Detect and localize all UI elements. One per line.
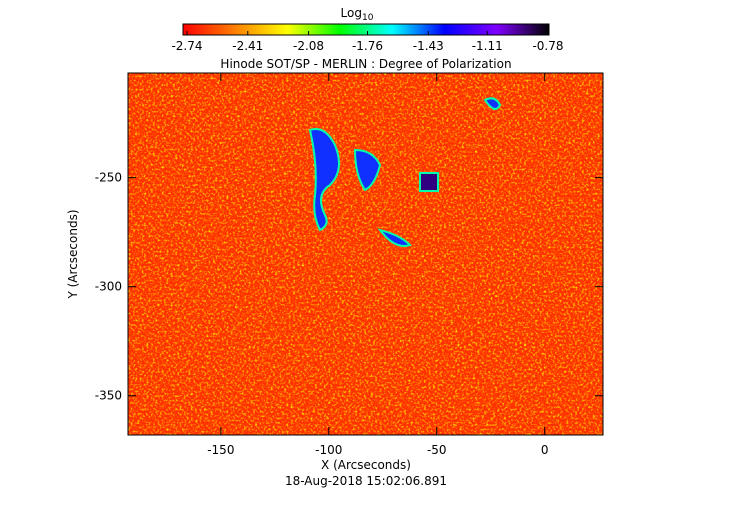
colorbar-tick-label: -1.11 (472, 39, 503, 53)
y-axis-label: Y (Arcseconds) (66, 209, 80, 299)
x-tick-label: 0 (541, 443, 549, 457)
colorbar-title-sub: 10 (362, 13, 374, 23)
x-tick-label: -150 (207, 443, 234, 457)
y-tick-label: -250 (95, 171, 122, 185)
plot-frame (127, 72, 604, 436)
colorbar-tick-label: -2.08 (293, 39, 324, 53)
x-tick-label: -100 (315, 443, 342, 457)
chart-title: Hinode SOT/SP - MERLIN : Degree of Polar… (220, 57, 511, 71)
y-tick-label: -300 (95, 280, 122, 294)
colorbar-tick-label: -1.76 (352, 39, 383, 53)
colorbar-tick-label: -2.74 (171, 39, 202, 53)
x-axis-label: X (Arcseconds) (321, 458, 411, 472)
y-tick-label: -350 (95, 389, 122, 403)
colorbar-tick-label: -2.41 (232, 39, 263, 53)
date-label: 18-Aug-2018 15:02:06.891 (285, 474, 447, 488)
colorbar-tick-label: -1.43 (413, 39, 444, 53)
colorbar-title: Log10 (341, 6, 374, 23)
x-tick-label: -50 (427, 443, 447, 457)
solar-map (128, 73, 603, 435)
colorbar-title-main: Log (341, 6, 362, 20)
colorbar (182, 23, 550, 36)
colorbar-tick-label: -0.78 (532, 39, 563, 53)
